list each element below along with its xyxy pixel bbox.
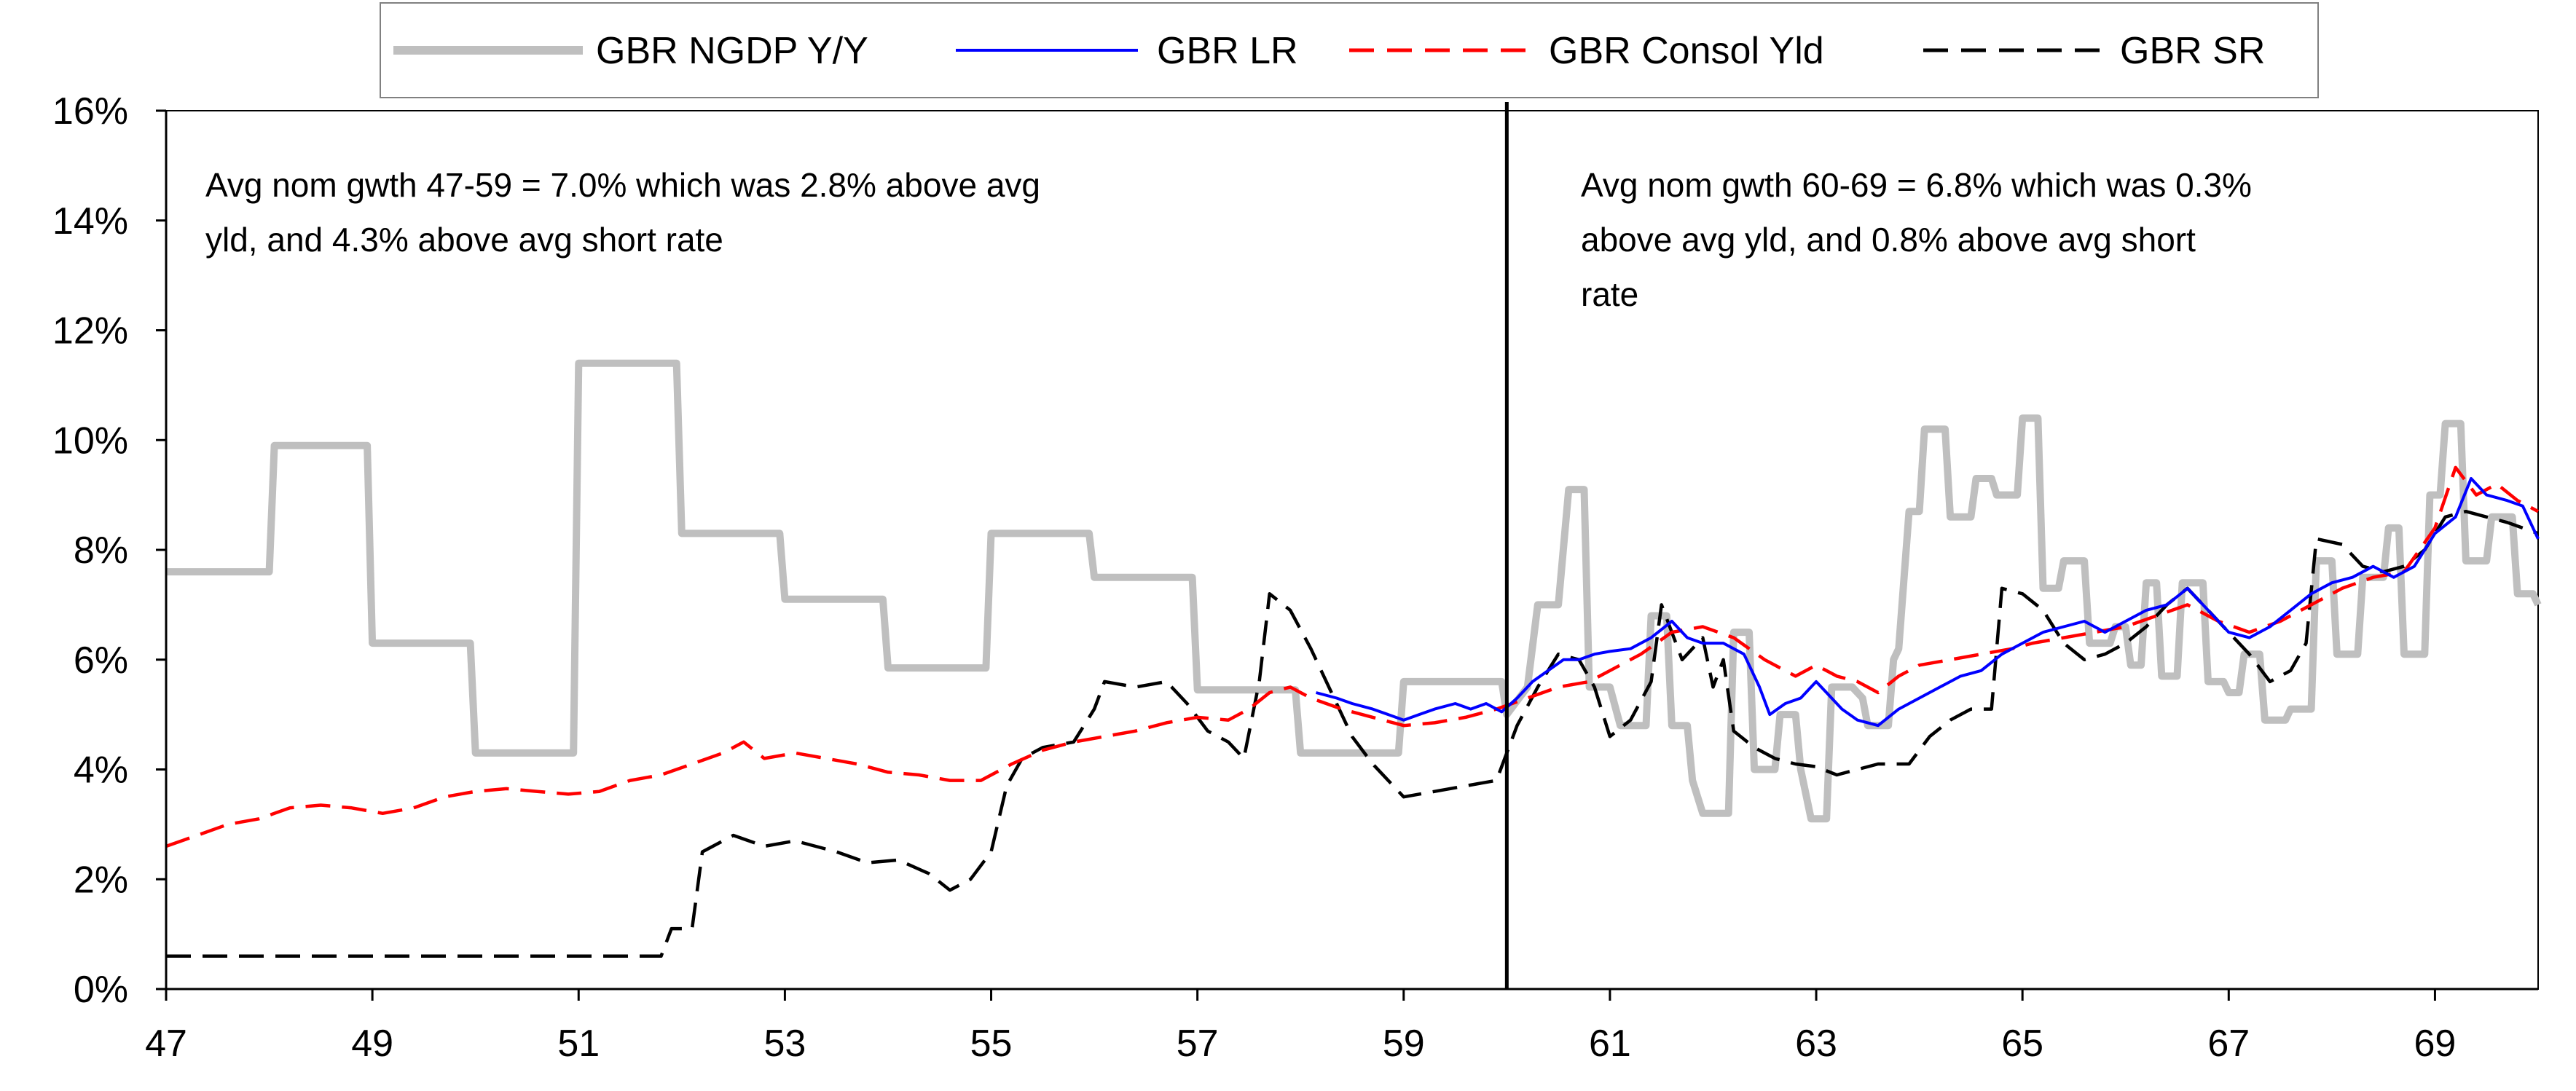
legend-label-lr: GBR LR [1157, 30, 1298, 72]
x-tick-label: 51 [557, 1023, 600, 1065]
x-tick-label: 53 [763, 1023, 806, 1065]
x-tick-label: 55 [970, 1023, 1013, 1065]
annotation-right-line-3: rate [1581, 275, 1638, 313]
x-tick-label: 61 [1589, 1023, 1631, 1065]
y-tick-label: 16% [52, 90, 128, 133]
annotation-left: Avg nom gwth 47-59 = 7.0% which was 2.8%… [205, 166, 1040, 259]
legend: GBR NGDP Y/Y GBR LR GBR Consol Yld GBR S… [380, 2, 2319, 98]
y-tick-label: 8% [74, 529, 128, 572]
series-line-ngdp [166, 359, 2542, 823]
legend-label-ngdp: GBR NGDP Y/Y [596, 30, 868, 72]
annotation-left-line-2: yld, and 4.3% above avg short rate [205, 221, 723, 259]
x-tick-label: 57 [1177, 1023, 1219, 1065]
y-tick-label: 14% [52, 200, 128, 243]
legend-label-consol: GBR Consol Yld [1549, 30, 1824, 72]
series-line-lr [1315, 477, 2540, 728]
y-tick-label: 12% [52, 310, 128, 352]
annotation-right-line-2: above avg yld, and 0.8% above avg short [1581, 221, 2196, 259]
x-tick-label: 69 [2414, 1023, 2457, 1065]
x-tick-label: 49 [351, 1023, 393, 1065]
x-tick-label: 65 [2001, 1023, 2043, 1065]
x-tick-label: 63 [1795, 1023, 1837, 1065]
x-tick-label: 47 [145, 1023, 187, 1065]
y-tick-label: 4% [74, 749, 128, 792]
annotation-left-line-1: Avg nom gwth 47-59 = 7.0% which was 2.8%… [205, 166, 1040, 204]
series-line-sr [166, 509, 2539, 958]
y-tick-label: 6% [74, 639, 128, 682]
annotation-right-line-1: Avg nom gwth 60-69 = 6.8% which was 0.3% [1581, 166, 2252, 204]
y-tick-label: 10% [52, 420, 128, 462]
legend-label-sr: GBR SR [2120, 30, 2265, 72]
x-tick-label: 59 [1383, 1023, 1425, 1065]
annotation-right: Avg nom gwth 60-69 = 6.8% which was 0.3%… [1581, 166, 2252, 313]
y-tick-label: 0% [74, 969, 128, 1011]
series-line-consol-yld [165, 465, 2540, 848]
axis-ticks: 0% 2% 4% 6% 8% 10% 12% 14% 16% 47 49 51 53 55 57 59 61 63… [52, 90, 2456, 1065]
series-layer [165, 359, 2542, 958]
y-tick-label: 2% [74, 859, 128, 901]
x-tick-label: 67 [2207, 1023, 2250, 1065]
